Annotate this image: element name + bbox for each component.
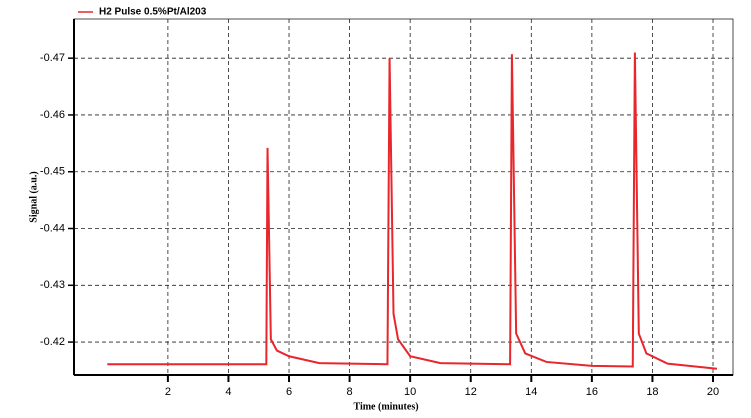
x-tick-label: 18 <box>646 386 658 398</box>
x-tick-label: 12 <box>465 386 477 398</box>
legend-label: H2 Pulse 0.5%Pt/Al203 <box>99 7 207 18</box>
x-tick-label: 2 <box>165 386 171 398</box>
x-tick-label: 8 <box>347 386 353 398</box>
x-axis-label: Time (minutes) <box>353 401 418 412</box>
y-axis-label: Signal (a.u.) <box>28 171 39 222</box>
x-tick-label: 16 <box>586 386 598 398</box>
x-tick-label: 10 <box>404 386 416 398</box>
y-tick-label: -0.43 <box>40 279 65 291</box>
y-tick-label: -0.44 <box>40 222 65 234</box>
x-tick-label: 14 <box>525 386 537 398</box>
y-tick-label: -0.46 <box>40 109 65 121</box>
x-tick-label: 4 <box>225 386 231 398</box>
y-tick-label: -0.47 <box>40 52 65 64</box>
y-tick-label: -0.45 <box>40 166 65 178</box>
y-tick-label: -0.42 <box>40 336 65 348</box>
x-tick-label: 20 <box>707 386 719 398</box>
data-line <box>107 52 718 370</box>
x-tick-label: 6 <box>286 386 292 398</box>
